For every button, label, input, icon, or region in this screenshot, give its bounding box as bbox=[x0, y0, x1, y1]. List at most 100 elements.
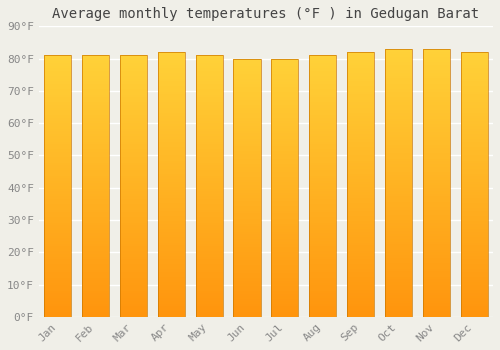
Bar bbox=[234, 206, 260, 208]
Bar bbox=[196, 136, 223, 139]
Bar bbox=[158, 166, 185, 169]
Bar bbox=[44, 168, 72, 170]
Bar bbox=[196, 126, 223, 128]
Bar bbox=[385, 285, 412, 287]
Bar bbox=[44, 249, 72, 251]
Bar bbox=[82, 280, 109, 283]
Bar bbox=[82, 290, 109, 293]
Bar bbox=[309, 272, 336, 275]
Bar bbox=[44, 309, 72, 312]
Bar bbox=[347, 288, 374, 290]
Bar bbox=[82, 215, 109, 217]
Bar bbox=[460, 195, 488, 198]
Bar bbox=[120, 204, 147, 207]
Bar bbox=[120, 272, 147, 275]
Bar bbox=[82, 139, 109, 142]
Bar bbox=[309, 76, 336, 79]
Bar bbox=[422, 194, 450, 196]
Bar bbox=[82, 259, 109, 262]
Bar bbox=[44, 199, 72, 202]
Bar bbox=[309, 160, 336, 162]
Bar bbox=[44, 105, 72, 108]
Bar bbox=[120, 312, 147, 314]
Bar bbox=[309, 301, 336, 304]
Bar bbox=[82, 283, 109, 286]
Bar bbox=[422, 142, 450, 145]
Bar bbox=[82, 196, 109, 199]
Bar bbox=[271, 77, 298, 79]
Bar bbox=[460, 78, 488, 81]
Bar bbox=[347, 290, 374, 293]
Bar bbox=[234, 216, 260, 219]
Bar bbox=[347, 121, 374, 124]
Bar bbox=[271, 286, 298, 288]
Bar bbox=[158, 303, 185, 306]
Bar bbox=[460, 264, 488, 266]
Bar bbox=[82, 58, 109, 61]
Bar bbox=[120, 76, 147, 79]
Bar bbox=[44, 283, 72, 286]
Bar bbox=[158, 214, 185, 216]
Bar bbox=[422, 180, 450, 183]
Bar bbox=[158, 256, 185, 259]
Bar bbox=[309, 170, 336, 173]
Bar bbox=[460, 174, 488, 176]
Bar bbox=[385, 314, 412, 317]
Bar bbox=[385, 129, 412, 132]
Bar bbox=[309, 244, 336, 246]
Bar bbox=[158, 76, 185, 78]
Bar bbox=[271, 242, 298, 245]
Bar bbox=[347, 68, 374, 71]
Bar bbox=[309, 254, 336, 257]
Bar bbox=[158, 208, 185, 211]
Bar bbox=[309, 191, 336, 194]
Bar bbox=[44, 142, 72, 144]
Bar bbox=[271, 278, 298, 281]
Bar bbox=[271, 232, 298, 234]
Bar bbox=[120, 121, 147, 123]
Bar bbox=[347, 266, 374, 269]
Bar bbox=[460, 137, 488, 139]
Bar bbox=[347, 296, 374, 298]
Bar bbox=[422, 124, 450, 127]
Bar bbox=[196, 244, 223, 246]
Bar bbox=[120, 118, 147, 121]
Bar bbox=[196, 58, 223, 61]
Bar bbox=[460, 118, 488, 121]
Bar bbox=[422, 274, 450, 276]
Bar bbox=[309, 71, 336, 74]
Bar bbox=[120, 223, 147, 225]
Bar bbox=[196, 121, 223, 123]
Bar bbox=[44, 306, 72, 309]
Bar bbox=[44, 110, 72, 113]
Bar bbox=[234, 167, 260, 170]
Bar bbox=[460, 251, 488, 253]
Bar bbox=[158, 248, 185, 251]
Bar bbox=[120, 139, 147, 142]
Bar bbox=[234, 288, 260, 291]
Bar bbox=[196, 257, 223, 259]
Bar bbox=[196, 215, 223, 217]
Bar bbox=[385, 140, 412, 143]
Bar bbox=[234, 154, 260, 157]
Bar bbox=[196, 149, 223, 152]
Bar bbox=[309, 147, 336, 149]
Bar bbox=[158, 182, 185, 184]
Bar bbox=[120, 178, 147, 181]
Bar bbox=[120, 267, 147, 270]
Bar bbox=[460, 266, 488, 269]
Bar bbox=[347, 293, 374, 296]
Bar bbox=[347, 60, 374, 63]
Bar bbox=[234, 307, 260, 309]
Bar bbox=[196, 306, 223, 309]
Bar bbox=[309, 92, 336, 94]
Bar bbox=[234, 268, 260, 270]
Bar bbox=[460, 145, 488, 147]
Bar bbox=[309, 249, 336, 251]
Bar bbox=[234, 141, 260, 144]
Bar bbox=[347, 214, 374, 216]
Bar bbox=[422, 199, 450, 202]
Bar bbox=[158, 224, 185, 227]
Bar bbox=[422, 73, 450, 76]
Bar bbox=[158, 251, 185, 253]
